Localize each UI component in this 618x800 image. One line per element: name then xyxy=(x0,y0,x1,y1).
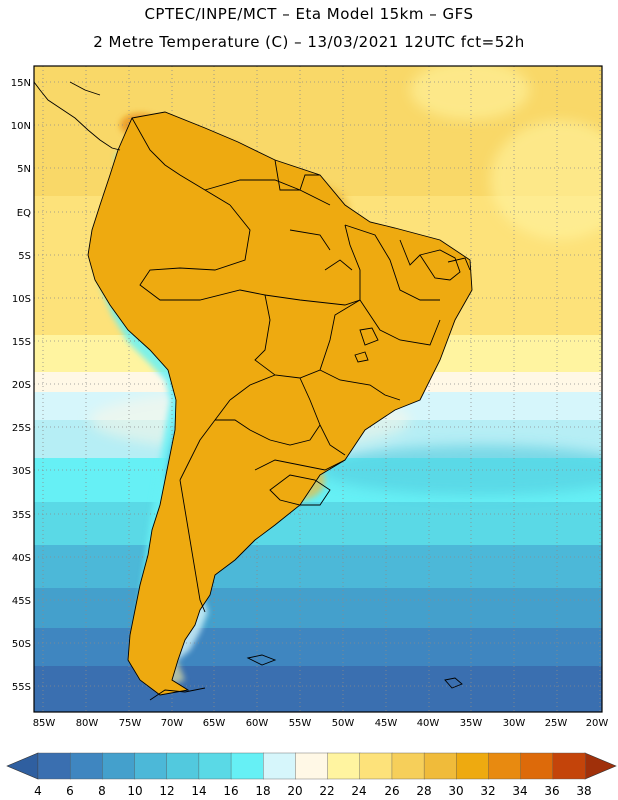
colorbar-label: 14 xyxy=(191,784,206,798)
lat-label: EQ xyxy=(17,208,31,219)
lon-label: 75W xyxy=(119,718,142,729)
colorbar-label: 4 xyxy=(34,784,42,798)
colorbar-labels: 4 6 8 10 12 14 16 18 20 22 24 26 28 30 3… xyxy=(34,784,591,798)
lat-label: 55S xyxy=(12,682,31,693)
colorbar-swatch xyxy=(102,752,136,780)
colorbar-label: 28 xyxy=(416,784,431,798)
colorbar-high-arrow xyxy=(584,752,617,780)
lon-label: 30W xyxy=(503,718,526,729)
colorbar-label: 24 xyxy=(351,784,366,798)
colorbar-swatch xyxy=(359,752,393,780)
colorbar-label: 6 xyxy=(66,784,74,798)
colorbar-swatch xyxy=(520,752,554,780)
latitude-axis: 15N 10N 5N EQ 5S 10S 15S 20S 25S 30S 35S… xyxy=(11,78,31,693)
colorbar-swatch xyxy=(423,752,457,780)
lat-label: 45S xyxy=(12,596,31,607)
colorbar-label: 12 xyxy=(159,784,174,798)
lon-label: 65W xyxy=(203,718,226,729)
lat-label: 30S xyxy=(12,466,31,477)
lat-label: 10N xyxy=(11,121,31,132)
lat-label: 40S xyxy=(12,553,31,564)
lat-label: 10S xyxy=(12,294,31,305)
colorbar-swatch xyxy=(295,752,329,780)
colorbar-swatch xyxy=(37,752,71,780)
colorbar-label: 20 xyxy=(287,784,302,798)
colorbar-label: 36 xyxy=(544,784,559,798)
colorbar-swatch xyxy=(488,752,522,780)
lon-label: 25W xyxy=(545,718,568,729)
colorbar-label: 34 xyxy=(512,784,527,798)
colorbar-label: 26 xyxy=(384,784,399,798)
colorbar-label: 16 xyxy=(223,784,238,798)
colorbar-swatch xyxy=(327,752,361,780)
lon-label: 60W xyxy=(246,718,269,729)
colorbar-low-arrow xyxy=(6,752,39,780)
lat-label: 50S xyxy=(12,639,31,650)
lat-label: 5N xyxy=(17,164,31,175)
lon-label: 85W xyxy=(33,718,56,729)
colorbar-swatch xyxy=(230,752,264,780)
colorbar-swatch xyxy=(198,752,232,780)
lon-label: 35W xyxy=(460,718,483,729)
lat-label: 35S xyxy=(12,510,31,521)
colorbar-label: 10 xyxy=(127,784,142,798)
lon-label: 55W xyxy=(289,718,312,729)
coastlines-and-borders xyxy=(34,81,473,701)
colorbar-swatch xyxy=(263,752,297,780)
lat-label: 20S xyxy=(12,380,31,391)
colorbar-label: 38 xyxy=(576,784,591,798)
colorbar-swatch xyxy=(456,752,490,780)
colorbar-swatch xyxy=(166,752,200,780)
lon-label: 40W xyxy=(417,718,440,729)
lon-label: 80W xyxy=(76,718,99,729)
longitude-axis: 85W 80W 75W 70W 65W 60W 55W 50W 45W 40W … xyxy=(33,718,609,729)
lon-label: 45W xyxy=(375,718,398,729)
colorbar-label: 18 xyxy=(255,784,270,798)
colorbar-label: 8 xyxy=(98,784,106,798)
colorbar-swatch xyxy=(391,752,425,780)
colorbar-swatch xyxy=(552,752,586,780)
temperature-field xyxy=(34,66,602,712)
lon-label: 70W xyxy=(161,718,184,729)
lat-label: 15N xyxy=(11,78,31,89)
colorbar: 4 6 8 10 12 14 16 18 20 22 24 26 28 30 3… xyxy=(6,752,617,798)
colorbar-swatch xyxy=(69,752,104,780)
colorbar-label: 30 xyxy=(448,784,463,798)
lon-label: 20W xyxy=(586,718,609,729)
colorbar-swatch xyxy=(134,752,168,780)
map-frame xyxy=(33,65,603,713)
lon-label: 50W xyxy=(332,718,355,729)
lat-label: 5S xyxy=(18,251,31,262)
title-line-2: 2 Metre Temperature (C) – 13/03/2021 12U… xyxy=(93,33,525,51)
lat-label: 25S xyxy=(12,423,31,434)
title-line-1: CPTEC/INPE/MCT – Eta Model 15km – GFS xyxy=(144,5,474,23)
colorbar-swatches xyxy=(37,752,586,780)
colorbar-label: 22 xyxy=(319,784,334,798)
colorbar-label: 32 xyxy=(480,784,495,798)
lat-label: 15S xyxy=(12,337,31,348)
